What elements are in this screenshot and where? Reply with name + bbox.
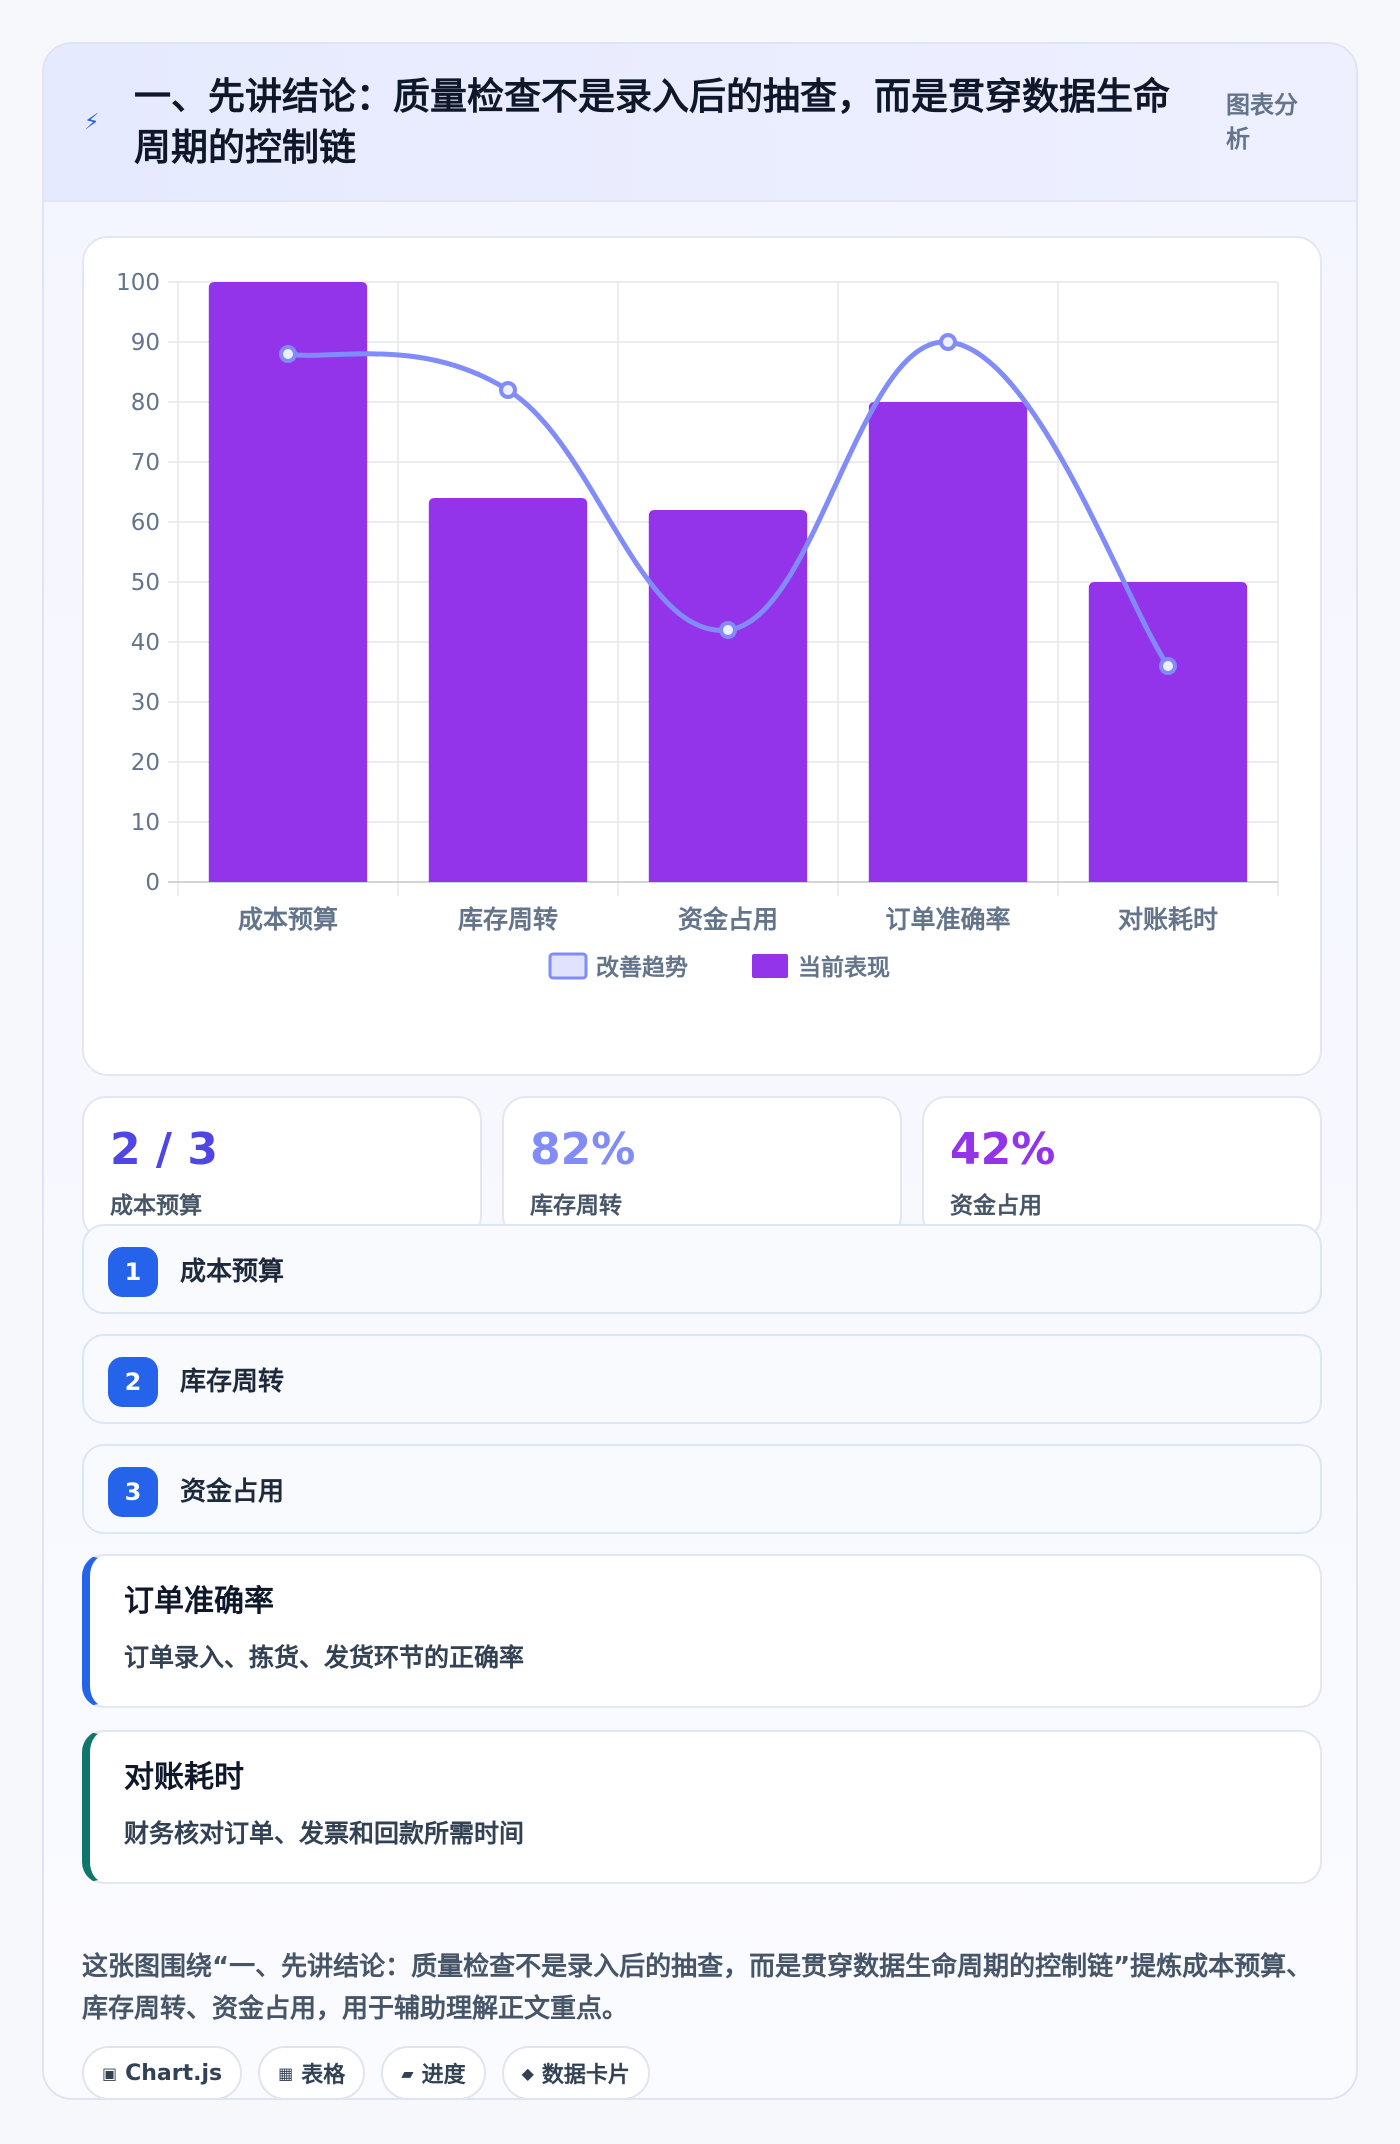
chip-table[interactable]: ▦ 表格 <box>258 2046 366 2098</box>
card-header: ⚡ 一、先讲结论：质量检查不是录入后的抽查，而是贯穿数据生命周期的控制链 图表分… <box>44 44 1356 202</box>
y-tick-label: 90 <box>131 330 160 356</box>
x-tick-label: 成本预算 <box>238 905 338 934</box>
chart-icon: ▣ <box>102 2063 118 2083</box>
chip-label: 表格 <box>301 2063 346 2088</box>
chip-progress[interactable]: ▰ 进度 <box>381 2046 486 2098</box>
list-item: 1 成本预算 <box>82 1224 1322 1314</box>
legend-swatch-current <box>752 954 788 978</box>
stat-card-3: 42% 资金占用 <box>922 1096 1322 1240</box>
y-tick-label: 10 <box>131 810 160 836</box>
list-item: 3 资金占用 <box>82 1444 1322 1534</box>
chart-card: ⚡ 一、先讲结论：质量检查不是录入后的抽查，而是贯穿数据生命周期的控制链 图表分… <box>42 42 1358 2100</box>
chip-label: 进度 <box>421 2063 466 2088</box>
stat-card-1: 2 / 3 成本预算 <box>82 1096 482 1240</box>
tag-chips: ▣ Chart.js ▦ 表格 ▰ 进度 ◆ 数据卡片 <box>82 2046 650 2098</box>
y-tick-label: 50 <box>131 570 160 596</box>
stat-label: 资金占用 <box>950 1193 1042 1219</box>
y-tick-label: 30 <box>131 690 160 716</box>
trend-point <box>719 621 737 639</box>
list-item-label: 成本预算 <box>180 1256 285 1287</box>
legend-swatch-trend <box>548 952 588 980</box>
x-tick-label: 对账耗时 <box>1118 905 1218 934</box>
diamond-icon: ◆ <box>521 2063 534 2083</box>
legend-label-current: 当前表现 <box>798 954 890 981</box>
x-tick-label: 库存周转 <box>458 905 558 934</box>
y-tick-label: 60 <box>131 510 160 536</box>
info-card-reconciliation: 对账耗时 财务核对订单、发票和回款所需时间 <box>82 1730 1322 1884</box>
list-number-badge: 2 <box>108 1357 158 1407</box>
chip-label: 数据卡片 <box>541 2063 630 2088</box>
bar <box>428 498 588 882</box>
info-title: 订单准确率 <box>124 1584 274 1619</box>
chip-data-card[interactable]: ◆ 数据卡片 <box>501 2046 650 2098</box>
x-tick-label: 订单准确率 <box>885 905 1010 934</box>
info-description: 订单录入、拣货、发货环节的正确率 <box>124 1643 525 1672</box>
info-title: 对账耗时 <box>124 1760 244 1795</box>
y-tick-label: 40 <box>131 630 160 656</box>
chip-chartjs[interactable]: ▣ Chart.js <box>82 2046 243 2098</box>
header-tag: 图表分析 <box>1226 91 1298 153</box>
bolt-icon: ⚡ <box>84 109 100 135</box>
trend-point <box>1159 657 1177 675</box>
info-card-order-accuracy: 订单准确率 订单录入、拣货、发货环节的正确率 <box>82 1554 1322 1708</box>
stat-label: 成本预算 <box>110 1193 202 1219</box>
stat-card-2: 82% 库存周转 <box>502 1096 902 1240</box>
table-icon: ▦ <box>278 2063 294 2083</box>
bar <box>208 282 368 882</box>
chart-panel: 0 10 20 30 40 50 60 70 80 90 100 成本预算 库存周转 资金占用 订单准确率 对… <box>82 236 1322 1076</box>
stat-value: 42% <box>950 1124 1056 1175</box>
y-tick-label: 80 <box>131 390 160 416</box>
list-item-label: 库存周转 <box>180 1366 285 1397</box>
chart-caption: 这张图围绕“一、先讲结论：质量检查不是录入后的抽查，而是贯穿数据生命周期的控制链… <box>82 1952 1313 2024</box>
legend-label-trend: 改善趋势 <box>596 954 688 981</box>
trend-line <box>287 339 1171 668</box>
trend-point <box>279 345 297 363</box>
bar <box>868 402 1028 882</box>
y-tick-label: 70 <box>131 450 160 476</box>
info-description: 财务核对订单、发票和回款所需时间 <box>124 1819 525 1848</box>
bar <box>1088 582 1248 882</box>
stat-cards: 2 / 3 成本预算 82% 库存周转 42% 资金占用 <box>82 1096 1322 1240</box>
y-tick-label: 20 <box>131 750 160 776</box>
chip-label: Chart.js <box>125 2060 223 2086</box>
bar-line-chart: 0 10 20 30 40 50 60 70 80 90 100 成本预算 库存周转 资金占用 订单准确率 对… <box>116 270 1279 981</box>
x-tick-label: 资金占用 <box>678 905 778 934</box>
stat-value: 82% <box>530 1124 636 1175</box>
list-number-badge: 3 <box>108 1467 158 1517</box>
progress-icon: ▰ <box>401 2063 414 2083</box>
trend-point <box>939 333 957 351</box>
list-number-badge: 1 <box>108 1247 158 1297</box>
stat-value: 2 / 3 <box>110 1124 218 1175</box>
y-tick-label: 100 <box>116 270 160 296</box>
list-item: 2 库存周转 <box>82 1334 1322 1424</box>
stat-label: 库存周转 <box>530 1193 622 1219</box>
bar <box>648 510 808 882</box>
trend-point <box>499 381 517 399</box>
page-title: 一、先讲结论：质量检查不是录入后的抽查，而是贯穿数据生命周期的控制链 <box>134 75 1170 169</box>
list-item-label: 资金占用 <box>180 1476 285 1507</box>
y-tick-label: 0 <box>145 870 160 896</box>
